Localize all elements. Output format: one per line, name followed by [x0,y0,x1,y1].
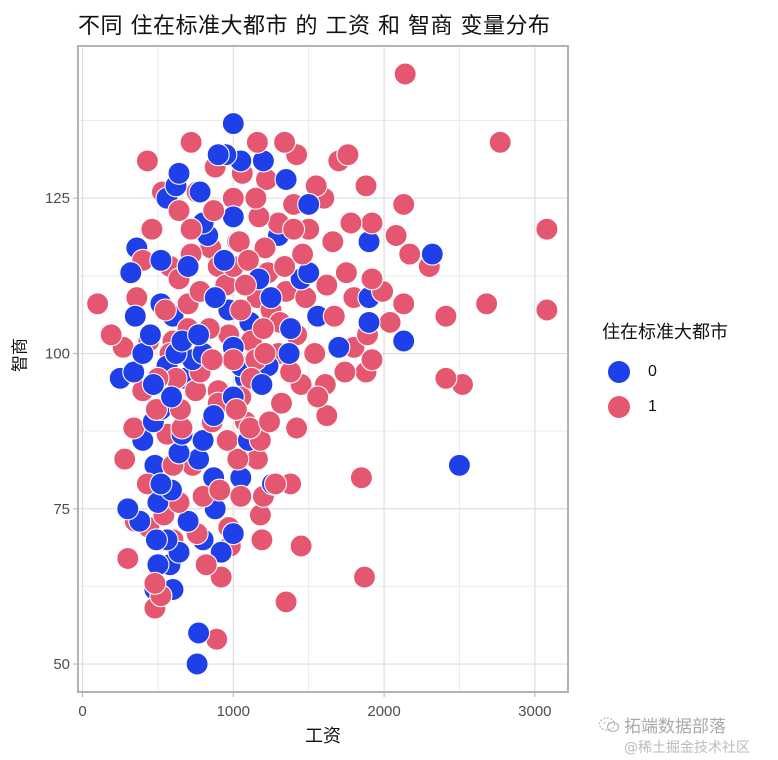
svg-text:2000: 2000 [367,703,400,720]
svg-text:1000: 1000 [217,703,250,720]
x-axis-label: 工资 [305,726,341,747]
data-points [86,62,559,676]
svg-text:100: 100 [45,345,70,362]
svg-text:0: 0 [78,703,86,720]
y-axis-ticks: 50 75 100 125 [45,190,78,673]
svg-text:125: 125 [45,190,70,207]
legend-title: 住在标准大都市 [602,322,728,343]
watermark-source: @稀土掘金技术社区 [624,740,750,756]
legend: 住在标准大都市 0 1 [602,318,728,424]
wechat-icon [598,716,620,732]
svg-text:3000: 3000 [518,703,551,720]
legend-label-0: 0 [648,362,657,380]
svg-text:75: 75 [53,501,70,518]
legend-swatch-circle-icon [608,360,630,383]
y-axis-label: 智商 [10,338,31,372]
legend-item-1: 1 [602,389,728,424]
plot-panel-border [77,45,569,693]
watermark: 拓端数据部落 @稀土掘金技术社区 [598,712,750,757]
chart-title: 不同 住在标准大都市 的 工资 和 智商 变量分布 [78,14,551,39]
watermark-brand: 拓端数据部落 [624,717,726,737]
legend-label-1: 1 [648,397,657,415]
legend-swatch-circle-icon [608,395,630,418]
legend-item-0: 0 [602,354,728,389]
x-axis-ticks: 0 1000 2000 3000 [78,692,552,720]
svg-text:50: 50 [53,656,70,673]
